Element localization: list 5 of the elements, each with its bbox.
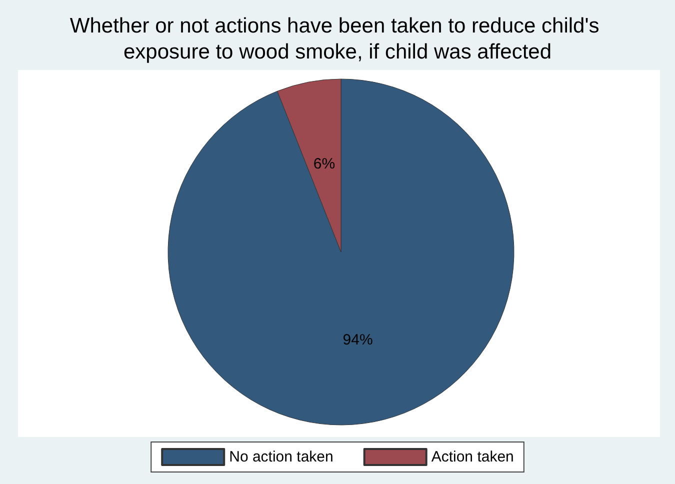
data-label: 6% [313, 156, 336, 173]
legend-label: No action taken [229, 448, 334, 466]
legend-label: Action taken [431, 448, 514, 466]
data-label: 94% [342, 331, 373, 348]
chart-title: Whether or not actions have been taken to reduce child's exposure to wood smoke, if child was affected [70, 14, 606, 64]
